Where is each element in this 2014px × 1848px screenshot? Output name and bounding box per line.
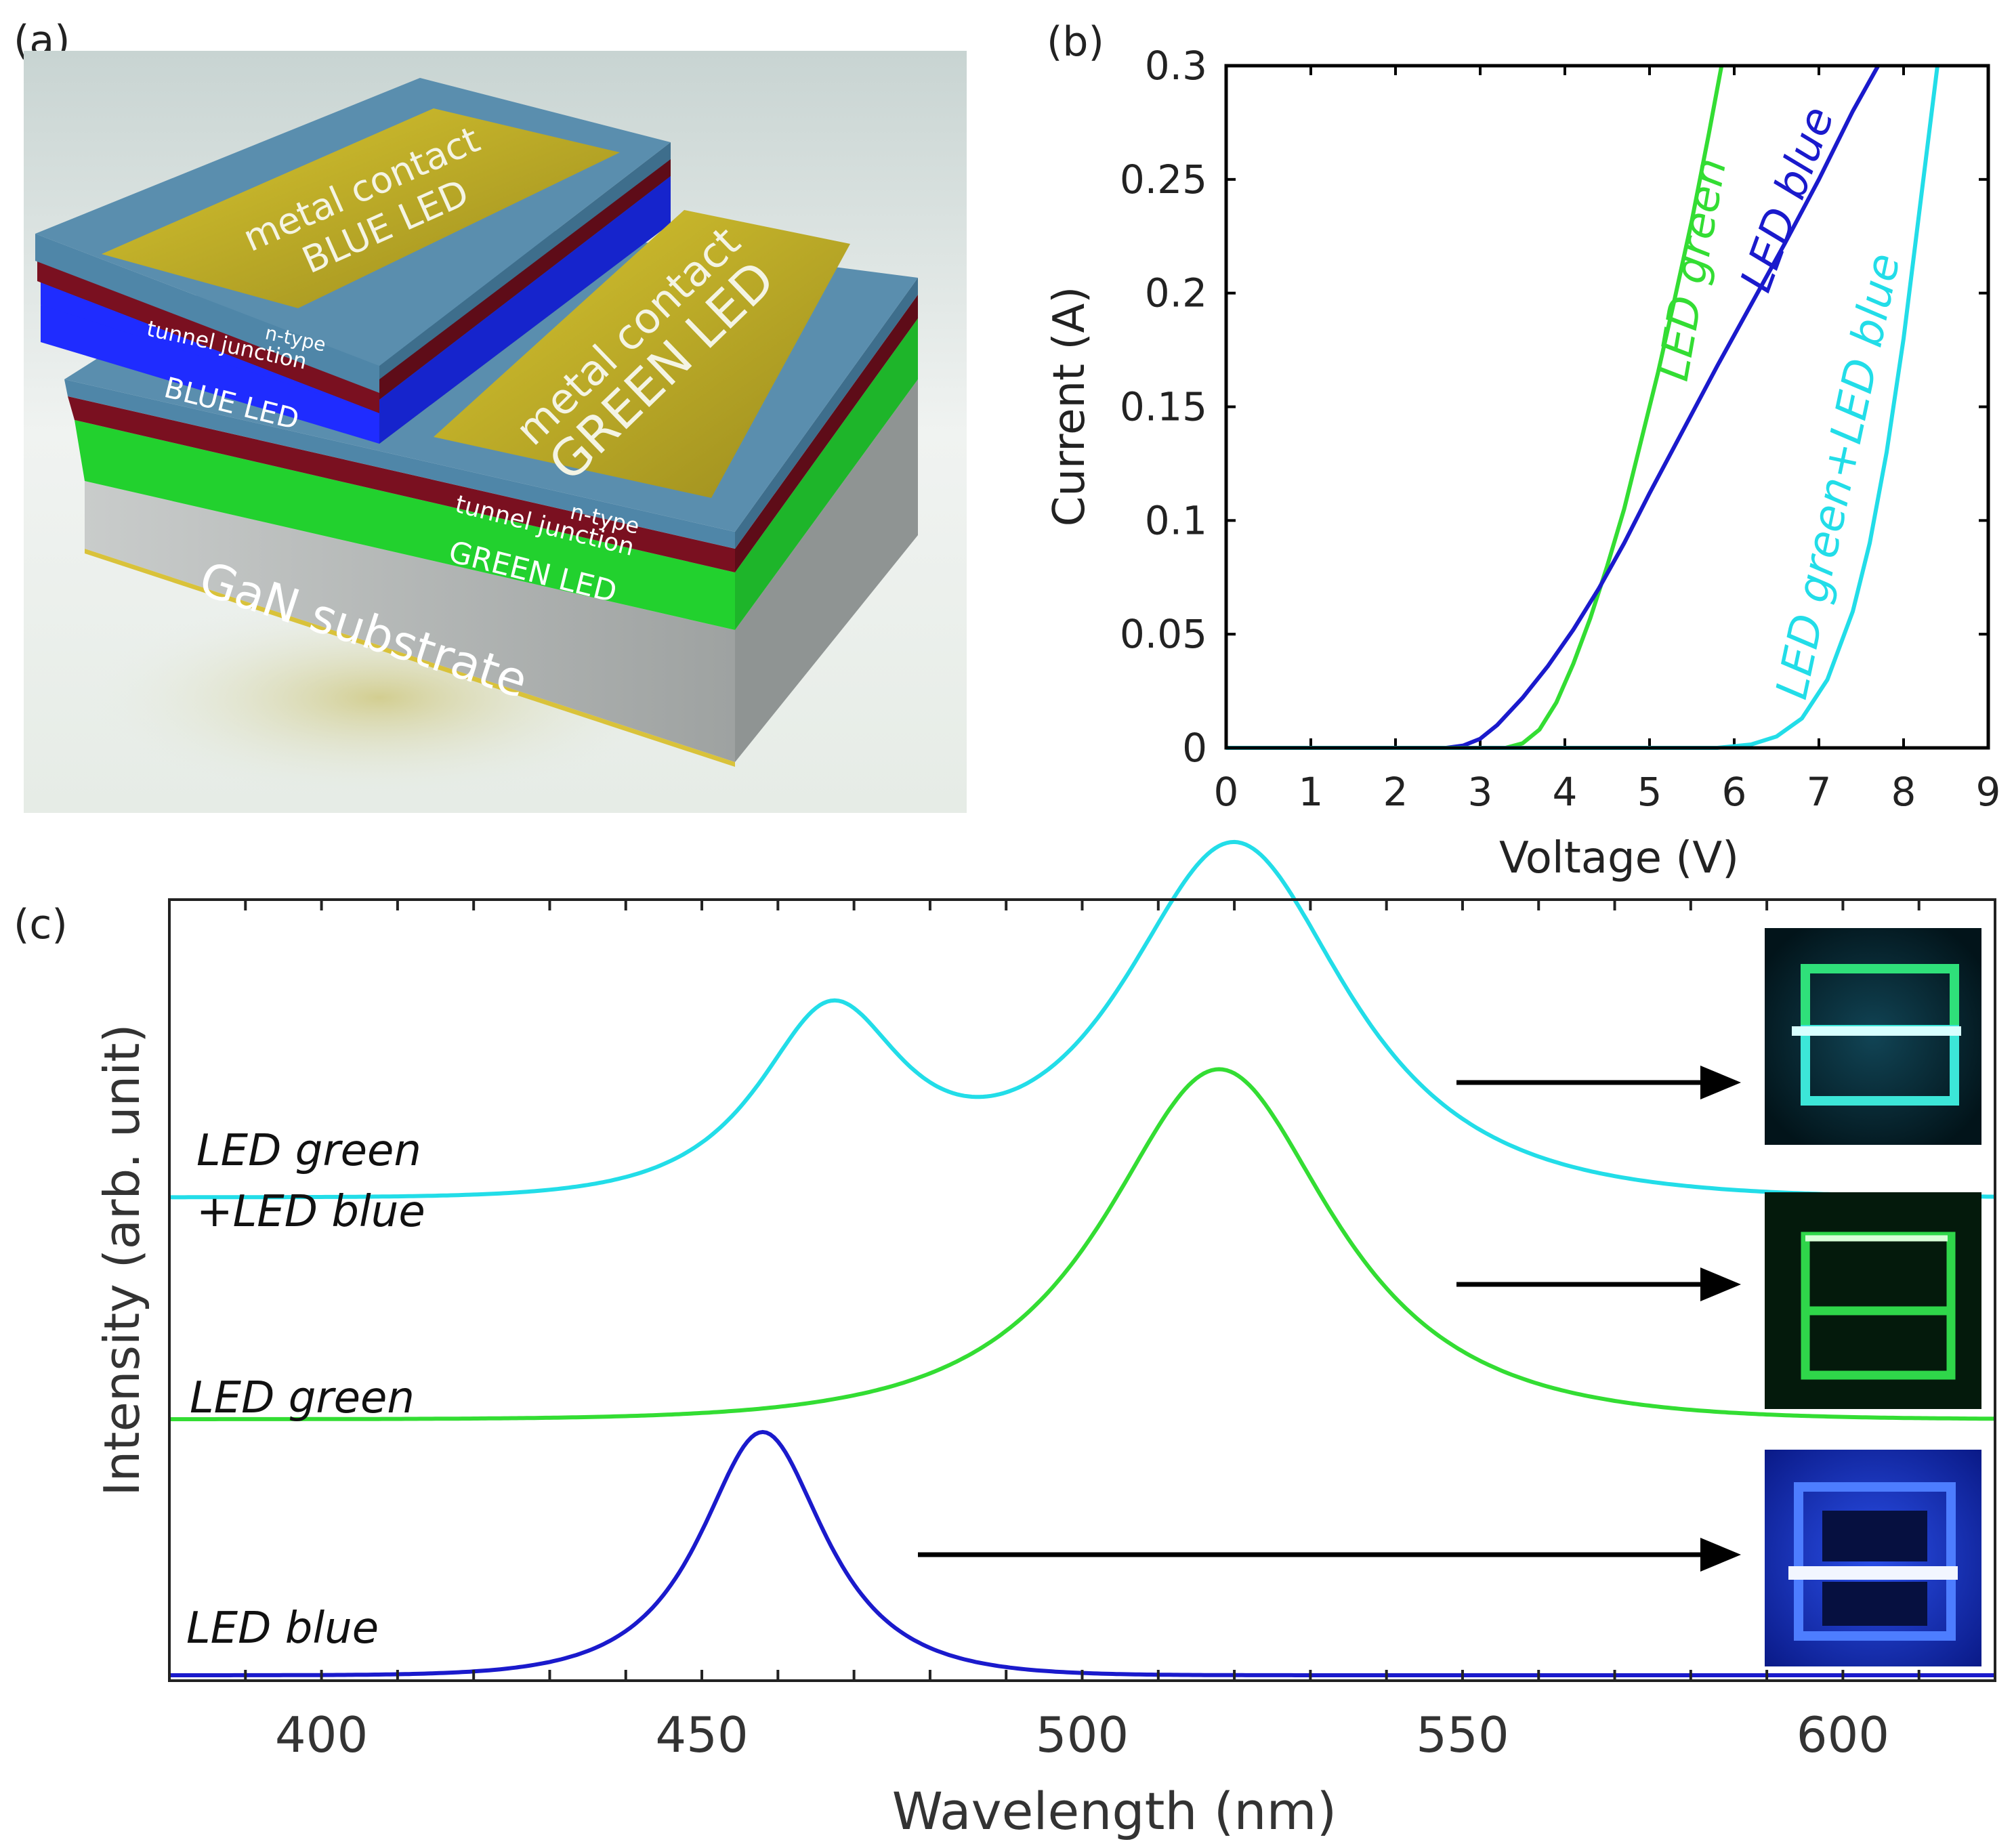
spectrum-line-1 [169, 839, 1996, 1200]
iv-y-axis-title: Current (A) [1045, 287, 1095, 526]
label-green: LED green [190, 1373, 415, 1423]
panel-b-iv-chart: (b) 0 1 2 3 4 5 6 7 8 9 0 0.05 0.1 0.15 0.2 0.25 0.3 Vo… [1045, 18, 2000, 883]
spectra-x-tick-label: 450 [655, 1706, 748, 1763]
iv-y-ticks: 0 0.05 0.1 0.15 0.2 0.25 0.3 [1120, 43, 1207, 771]
spectra-x-tick-label: 550 [1416, 1706, 1509, 1763]
iv-series-line-1 [1226, 65, 1724, 750]
substrate-right [735, 379, 918, 762]
iv-x-tick-label: 4 [1553, 769, 1578, 815]
label-combined-line1: LED green [196, 1126, 421, 1176]
spectrum-line-2 [169, 1067, 1995, 1421]
spectra-plot-area [169, 900, 1995, 1681]
tunnel-right-lower [735, 295, 918, 572]
panel-c-spectra-chart: (c) 400 450 500 550 600 Wavelength (nm) Inte… [14, 839, 1996, 1841]
iv-plot-frame [1224, 64, 1990, 750]
label-combined-line2: +LED blue [196, 1187, 425, 1237]
iv-series-line-3 [1226, 65, 1939, 750]
iv-x-tick-label: 3 [1468, 769, 1493, 815]
ntype-right-lower [735, 278, 918, 549]
iv-y-tick-label: 0.3 [1145, 43, 1207, 89]
inset-photo-blue [1765, 1450, 1981, 1666]
label-blue: LED blue [186, 1603, 379, 1654]
blue-contact-pad [102, 108, 620, 308]
inset-photo-green [1765, 1192, 1981, 1409]
panel-b-label: (b) [1047, 18, 1104, 66]
green-led-right [735, 318, 918, 630]
iv-x-tick-label: 2 [1383, 769, 1408, 815]
arrowhead-green-icon [1700, 1267, 1741, 1301]
iv-x-ticks: 0 1 2 3 4 5 6 7 8 9 [1214, 769, 2001, 815]
iv-series-line-2 [1226, 64, 1881, 750]
upper-right-blue [379, 176, 671, 444]
green-led-front [75, 420, 735, 630]
ntype-front-upper [35, 234, 379, 393]
spectra-x-tick-label: 400 [275, 1706, 368, 1763]
iv-x-tick-label: 1 [1299, 769, 1324, 815]
green-contact-pad [434, 210, 850, 498]
iv-y-tick-label: 0.25 [1120, 156, 1207, 203]
iv-x-tick-label: 6 [1722, 769, 1747, 815]
arrowhead-blue-icon [1700, 1538, 1741, 1572]
spectra-curve-labels: LED green +LED blue LED green LED blue [186, 1126, 425, 1654]
ntype-front-lower [64, 379, 735, 549]
panel-c-label: (c) [14, 901, 68, 948]
iv-x-axis-title: Voltage (V) [1499, 833, 1739, 883]
iv-x-tick-label: 8 [1891, 769, 1916, 815]
iv-y-tick-label: 0.2 [1145, 270, 1207, 316]
tunnel-front-lower [68, 396, 735, 572]
iv-x-tick-label: 7 [1807, 769, 1832, 815]
iv-y-tick-label: 0.05 [1120, 611, 1207, 657]
iv-y-tick-label: 0 [1182, 725, 1207, 771]
spectra-y-axis-title: Intensity (arb. unit) [93, 1024, 150, 1496]
arrowhead-combined-icon [1700, 1066, 1741, 1099]
blue-led-front-lower [41, 305, 379, 444]
iv-x-tick-label: 5 [1637, 769, 1662, 815]
spectra-x-axis-title: Wavelength (nm) [892, 1781, 1337, 1841]
spectra-x-tick-label: 500 [1036, 1706, 1129, 1763]
spectra-x-tick-label: 600 [1797, 1706, 1889, 1763]
upper-right-tunnel [379, 159, 671, 400]
yellow-base-edge [85, 549, 735, 767]
arrows [918, 1066, 1741, 1572]
inset-photo-combined [1765, 928, 1981, 1145]
iv-x-tick-label: 0 [1214, 769, 1239, 815]
spectra-x-ticks: 400 450 500 550 600 [244, 900, 1921, 1763]
iv-y-tick-label: 0.15 [1120, 384, 1207, 430]
iv-x-tick-label: 9 [1976, 769, 2001, 815]
tunnel-front-upper [37, 257, 379, 413]
substrate-front [85, 481, 735, 762]
iv-series [1226, 64, 1939, 750]
iv-y-tick-label: 0.1 [1145, 497, 1207, 543]
iv-plot-area [1226, 66, 1988, 748]
panel-a-device-schematic: (a) metal contact BLUE LED metal conta [14, 17, 967, 813]
